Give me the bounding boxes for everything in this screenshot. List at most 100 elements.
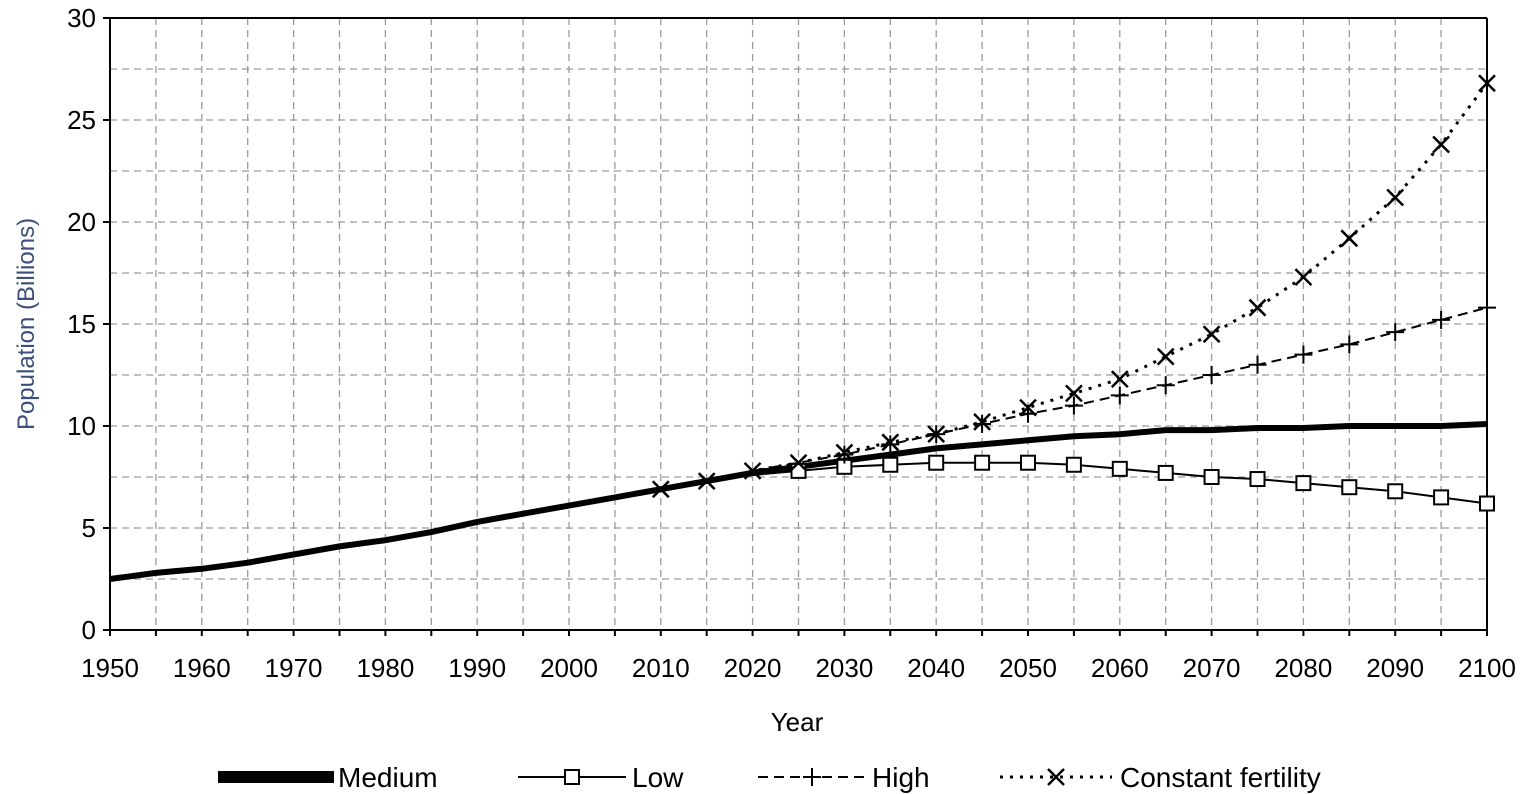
marker-high — [1110, 386, 1129, 405]
legend-label-medium: Medium — [338, 762, 438, 793]
x-marker-b — [1110, 370, 1129, 388]
x-marker-b — [1156, 347, 1175, 366]
x-marker-b — [697, 472, 716, 490]
x-marker-b — [927, 425, 946, 444]
series-markers — [651, 74, 1496, 512]
marker-constant-fertility — [1340, 229, 1359, 248]
marker-low — [882, 456, 899, 473]
marker-high — [1202, 366, 1221, 384]
y-tick-label: 30 — [67, 3, 96, 33]
marker-low — [1249, 471, 1266, 488]
marker-high — [1294, 345, 1313, 364]
marker-constant-fertility — [927, 425, 946, 444]
legend: Medium Low High Constant fertility — [218, 762, 1321, 793]
x-tick-label: 1960 — [173, 653, 231, 683]
marker-high — [973, 414, 992, 433]
marker-constant-fertility — [1156, 347, 1175, 366]
legend-label-constant-fertility: Constant fertility — [1120, 762, 1321, 793]
x-tick-label: 2100 — [1458, 653, 1516, 683]
x-marker-b — [1432, 135, 1450, 154]
x-marker-b — [881, 433, 900, 452]
x-marker-b — [1202, 325, 1221, 344]
x-marker-b — [1294, 268, 1313, 286]
x-tick-label: 2030 — [815, 653, 873, 683]
marker-constant-fertility — [973, 413, 991, 431]
marker-high — [1248, 355, 1267, 374]
marker-constant-fertility — [789, 453, 808, 472]
marker-constant-fertility — [1248, 298, 1267, 317]
x-tick-label: 1970 — [265, 653, 323, 683]
x-tick-label: 2060 — [1091, 653, 1149, 683]
y-tick-label: 10 — [67, 411, 96, 441]
x-marker-b — [973, 413, 991, 431]
marker-low — [1203, 469, 1220, 485]
marker-low — [928, 454, 945, 471]
marker-constant-fertility — [1432, 135, 1450, 154]
marker-high — [1478, 298, 1496, 317]
x-marker-b — [743, 461, 762, 480]
marker-constant-fertility — [1110, 370, 1129, 388]
marker-constant-fertility — [881, 433, 900, 452]
x-tick-label: 1980 — [356, 653, 414, 683]
y-axis-title: Population (Billions) — [13, 218, 40, 430]
x-marker-b — [1065, 384, 1083, 403]
x-marker-b — [1478, 74, 1496, 93]
x-marker-b — [1248, 298, 1267, 317]
axes — [103, 17, 1488, 636]
marker-constant-fertility — [1019, 398, 1037, 417]
marker-high — [881, 435, 900, 454]
marker-constant-fertility — [1202, 325, 1221, 344]
x-marker-b — [1340, 229, 1359, 248]
x-tick-label: 2050 — [999, 653, 1057, 683]
marker-low — [1020, 454, 1036, 471]
marker-constant-fertility — [1386, 188, 1405, 207]
marker-constant-fertility — [743, 461, 762, 480]
legend-marker-high — [803, 768, 821, 786]
marker-low — [1157, 464, 1174, 481]
x-marker-b — [1019, 398, 1037, 417]
x-tick-label: 2000 — [540, 653, 598, 683]
x-tick-label: 1950 — [81, 653, 139, 683]
gridlines — [109, 17, 1488, 631]
marker-constant-fertility — [1478, 74, 1496, 93]
x-marker-b — [1386, 188, 1405, 207]
marker-low — [1065, 456, 1082, 473]
x-marker-b — [789, 453, 808, 472]
marker-low — [1111, 460, 1128, 477]
x-tick-label: 2090 — [1366, 653, 1424, 683]
x-marker-b — [835, 443, 854, 462]
y-tick-label: 15 — [67, 309, 96, 339]
x-tick-label: 2010 — [632, 653, 690, 683]
x-tick-label: 2080 — [1274, 653, 1332, 683]
x-marker-b — [651, 480, 670, 499]
marker-high — [1432, 310, 1451, 329]
marker-high — [1156, 376, 1175, 395]
marker-low — [1479, 495, 1495, 512]
marker-constant-fertility — [835, 443, 854, 462]
marker-constant-fertility — [1294, 268, 1313, 286]
y-tick-label: 0 — [82, 615, 96, 645]
marker-low — [1341, 479, 1358, 496]
legend-label-low: Low — [632, 762, 684, 793]
marker-constant-fertility — [651, 480, 670, 499]
x-tick-label: 1990 — [448, 653, 506, 683]
x-tick-labels: 1950 1960 1970 1980 1990 2000 2010 2020 2030 2040… — [81, 653, 1516, 683]
x-axis-title: Year — [771, 707, 824, 737]
legend-marker-constant-fertility — [1047, 768, 1065, 786]
x-marker-b — [1047, 768, 1065, 786]
legend-label-high: High — [872, 762, 930, 793]
x-tick-label: 2020 — [724, 653, 782, 683]
marker-high — [835, 445, 854, 464]
y-tick-label: 5 — [82, 513, 96, 543]
marker-low — [1433, 489, 1450, 506]
marker-low — [1387, 483, 1404, 500]
marker-low — [974, 454, 991, 471]
marker-constant-fertility — [1065, 384, 1083, 403]
marker-high — [1386, 323, 1405, 342]
y-tick-label: 20 — [67, 207, 96, 237]
marker-low — [1295, 475, 1312, 492]
marker-high — [1064, 396, 1083, 415]
legend-marker-low — [564, 769, 580, 785]
y-tick-labels: 0 5 10 15 20 25 30 — [67, 3, 96, 645]
